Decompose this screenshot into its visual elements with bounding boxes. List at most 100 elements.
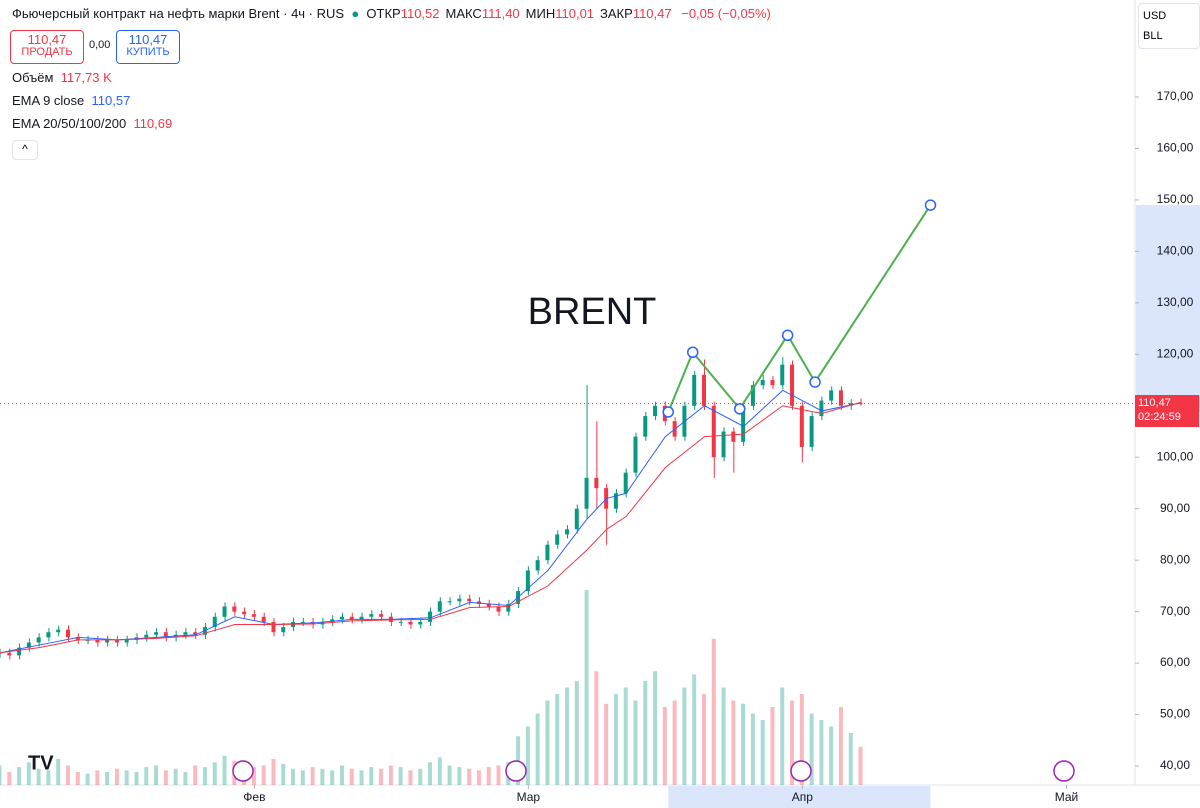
currency-selector[interactable]: USD BLL (1138, 3, 1200, 49)
pattern-point (733, 403, 746, 415)
ohlc-label: ОТКР (366, 6, 401, 21)
volume-bar (750, 713, 755, 785)
volume-bar (95, 770, 100, 785)
volume-bar (428, 762, 433, 785)
volume-bar (731, 700, 736, 785)
candle-body (623, 472, 628, 494)
candle-body (26, 642, 31, 648)
volume-bar (701, 694, 706, 785)
candle-body (242, 611, 247, 615)
volume-bar (56, 759, 61, 785)
volume-bar (65, 765, 70, 785)
sell-button[interactable]: 110,47 ПРОДАТЬ (10, 30, 84, 64)
ohlc-label: МАКС (445, 6, 482, 21)
candle-body (584, 477, 589, 509)
legend-volume: Объём 117,73 K (12, 70, 112, 85)
candle-body (281, 627, 286, 633)
ema-line (0, 401, 862, 654)
event-icon[interactable] (1053, 760, 1075, 782)
x-tick-label: Фев (243, 790, 265, 804)
volume-bar (398, 767, 403, 785)
volume-bar (555, 694, 560, 785)
volume-bar (251, 767, 256, 785)
change: −0,05 (−0,05%) (681, 6, 771, 21)
legend-value: 110,69 (133, 116, 173, 131)
volume-bar (114, 768, 119, 785)
volume-bar (809, 713, 814, 785)
candle-body (829, 390, 834, 401)
candle-body (486, 603, 491, 607)
volume-bar (476, 770, 481, 785)
annotation: BRENT (528, 291, 657, 333)
y-tick-label: 140,00 (1157, 244, 1194, 258)
volume-bar (682, 687, 687, 785)
volume-bar (0, 765, 2, 785)
candle-body (750, 385, 755, 406)
legend-label: EMA 20/50/100/200 (12, 116, 127, 131)
volume-bar (535, 713, 540, 785)
y-tick-label: 80,00 (1160, 552, 1190, 566)
candle-body (467, 598, 472, 602)
candle-body (359, 616, 364, 620)
candle-body (780, 364, 785, 386)
ohlc-value: 111,40 (481, 6, 520, 21)
currency: USD (1143, 10, 1167, 22)
candle-body (701, 374, 706, 406)
volume-bar (163, 770, 168, 785)
volume-bar (594, 671, 599, 785)
volume-bar (222, 755, 227, 785)
volume-bar (486, 767, 491, 785)
candle-body (193, 632, 198, 635)
ohlc-value: 110,01 (555, 6, 595, 21)
volume-bar (310, 767, 315, 785)
candle-body (770, 380, 775, 386)
candle-body (144, 634, 149, 638)
candle-body (741, 405, 746, 442)
volume-bar (780, 687, 785, 785)
candle-body (379, 614, 384, 617)
volume-bar (379, 768, 384, 785)
event-icon[interactable] (505, 760, 527, 782)
candle-body (838, 390, 843, 406)
volume-bar (36, 768, 41, 785)
candle-body (65, 629, 70, 638)
price-tag: 110,47 02:24:59 (1135, 395, 1199, 428)
price-tag-price: 110,47 (1138, 397, 1171, 410)
buy-price: 110,47 (128, 32, 168, 47)
candle-body (163, 632, 168, 638)
candle-body (594, 477, 599, 489)
candle-body (643, 416, 648, 437)
volume-bar (85, 773, 90, 785)
volume-bar (359, 770, 364, 785)
volume-bar (7, 772, 12, 785)
event-icon[interactable] (790, 760, 812, 782)
volume-bar (408, 770, 413, 785)
volume-bar (838, 707, 843, 785)
candle-body (17, 647, 22, 656)
volume-bar (643, 681, 648, 785)
status-dot: ● (347, 6, 363, 21)
event-icon[interactable] (232, 760, 254, 782)
candle-body (447, 601, 452, 603)
candle-body (809, 416, 814, 447)
ema-line (0, 389, 862, 654)
volume-bar (134, 772, 139, 785)
ohlc: ОТКР110,52 МАКС111,40 МИН110,01 ЗАКР110,47 (366, 6, 677, 21)
collapse-button[interactable]: ^ (12, 140, 38, 160)
buy-button[interactable]: 110,47 КУПИТЬ (116, 30, 180, 64)
candle-body (721, 431, 726, 458)
volume-bar (17, 767, 22, 785)
candle-body (330, 619, 335, 622)
pattern-point (662, 406, 675, 418)
volume-bar (281, 763, 286, 785)
y-tick-label: 150,00 (1157, 192, 1194, 206)
volume-bar (105, 772, 110, 785)
candle-body (418, 621, 423, 625)
candle-body (525, 570, 530, 592)
y-tick-label: 170,00 (1157, 89, 1194, 103)
candle-body (437, 601, 442, 612)
title: Фьючерсный контракт на нефть марки Brent… (12, 6, 345, 21)
candle-body (261, 616, 266, 622)
sell-label: ПРОДАТЬ (21, 46, 73, 58)
pattern-line (667, 204, 932, 413)
